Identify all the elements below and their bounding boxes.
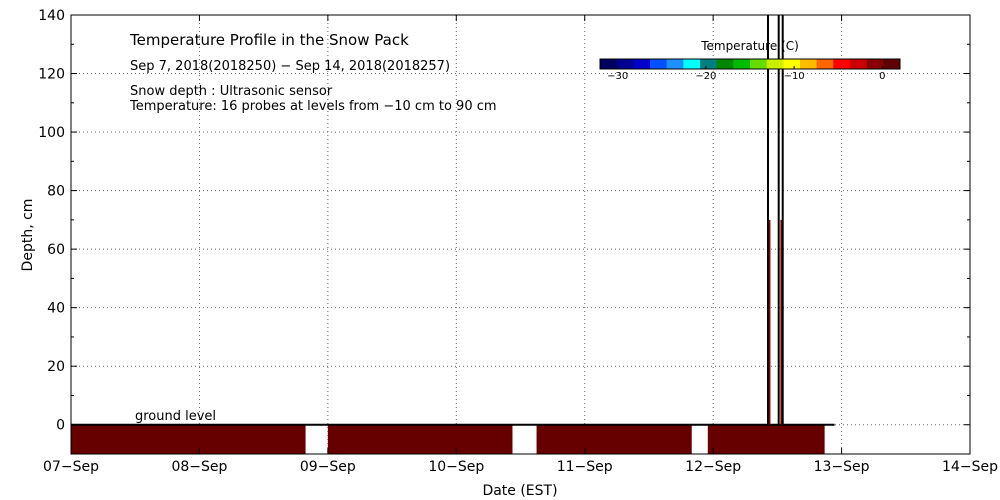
sensor-note: Snow depth : Ultrasonic sensor bbox=[130, 84, 333, 99]
colorbar-tick-label: −10 bbox=[784, 71, 805, 82]
y-tick-label: 60 bbox=[47, 242, 65, 258]
ground-level-label: ground level bbox=[135, 409, 216, 424]
colorbar-cell bbox=[883, 59, 901, 69]
colorbar-cell bbox=[700, 59, 718, 69]
soil-band-segment bbox=[327, 424, 513, 454]
colorbar-cell bbox=[683, 59, 701, 69]
colorbar-tick-label: −30 bbox=[607, 71, 628, 82]
colorbar-title: Temperature (C) bbox=[700, 39, 799, 53]
colorbar-cell bbox=[766, 59, 784, 69]
colorbar-tick-label: 0 bbox=[879, 71, 885, 82]
colorbar-cell bbox=[800, 59, 818, 69]
x-tick-label: 10−Sep bbox=[428, 459, 484, 475]
x-tick-label: 08−Sep bbox=[171, 459, 227, 475]
x-tick-label: 09−Sep bbox=[300, 459, 356, 475]
y-tick-label: 100 bbox=[38, 125, 65, 141]
x-tick-label: 12−Sep bbox=[685, 459, 741, 475]
y-tick-label: 20 bbox=[47, 359, 65, 375]
y-tick-label: 120 bbox=[38, 67, 65, 83]
x-tick-label: 14−Sep bbox=[942, 459, 998, 475]
colorbar-tick-label: −20 bbox=[695, 71, 716, 82]
colorbar-cell bbox=[816, 59, 834, 69]
probe-note: Temperature: 16 probes at levels from −1… bbox=[129, 99, 497, 114]
y-tick-label: 40 bbox=[47, 301, 65, 317]
colorbar-cell bbox=[616, 59, 634, 69]
x-tick-label: 11−Sep bbox=[557, 459, 613, 475]
x-tick-label: 07−Sep bbox=[43, 459, 99, 475]
y-tick-label: 0 bbox=[56, 418, 65, 434]
colorbar-cell bbox=[733, 59, 751, 69]
y-axis-title: Depth, cm bbox=[20, 199, 36, 272]
colorbar-cell bbox=[650, 59, 668, 69]
chart-title: Temperature Profile in the Snow Pack bbox=[129, 31, 409, 49]
colorbar-cell bbox=[783, 59, 801, 69]
x-tick-label: 13−Sep bbox=[814, 459, 870, 475]
snow-depth-layer bbox=[766, 15, 784, 425]
y-tick-label: 140 bbox=[38, 8, 65, 24]
x-axis-title: Date (EST) bbox=[482, 483, 557, 499]
axis-layer: 07−Sep 08−Sep 09−Sep 10−Sep 11−Sep 12−Sep 13−S… bbox=[38, 8, 998, 475]
chart-subtitle: Sep 7, 2018(2018250) − Sep 14, 2018(2018… bbox=[130, 59, 450, 74]
colorbar-cell bbox=[666, 59, 684, 69]
colorbar-cell bbox=[750, 59, 768, 69]
colorbar-cell bbox=[600, 59, 618, 69]
soil-band-layer bbox=[71, 423, 835, 454]
colorbar-cell bbox=[716, 59, 734, 69]
colorbar-cell bbox=[633, 59, 651, 69]
colorbar-frame bbox=[599, 58, 901, 70]
colorbar-cell bbox=[850, 59, 868, 69]
soil-band-segment bbox=[71, 424, 306, 454]
temperature-colorbar: Temperature (C) −30 −20 −10 0 bbox=[599, 39, 901, 82]
colorbar-cell bbox=[866, 59, 884, 69]
plot-frame bbox=[70, 14, 971, 455]
soil-band-segment bbox=[707, 424, 825, 454]
soil-band-segment bbox=[536, 424, 692, 454]
colorbar-cell bbox=[833, 59, 851, 69]
y-tick-label: 80 bbox=[47, 184, 65, 200]
